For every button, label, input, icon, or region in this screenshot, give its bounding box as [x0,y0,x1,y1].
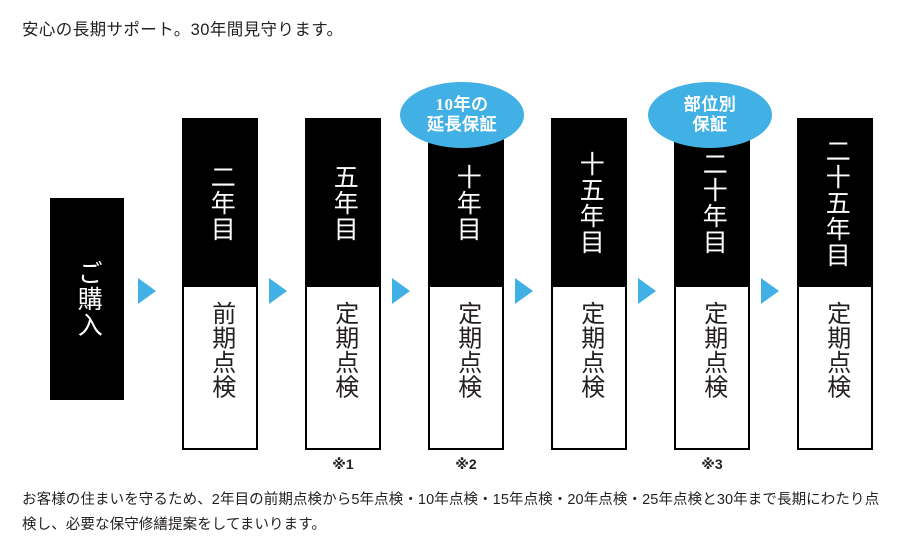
arrow-right-icon-2 [269,278,287,304]
timeline-step-year25-year-label: 二十五年目 [822,137,850,268]
badge-extended-warranty-10y-line1: 10年の [435,95,489,115]
page-title: 安心の長期サポート。30年間見守ります。 [22,21,344,39]
arrow-right-icon-6 [761,278,779,304]
timeline-step-year15-check-cell: 定期点検 [551,287,627,450]
timeline-step-year2-check-cell: 前期点検 [182,287,258,450]
diagram-caption: お客様の住まいを守るため、2年目の前期点検から5年点検・10年点検・15年点検・… [22,492,880,534]
timeline-step-purchase: ご購入 [50,198,124,400]
timeline-step-year5-year-cell: 五年目 [305,118,381,287]
timeline-step-year25: 二十五年目 定期点検 [797,118,873,450]
timeline-step-year25-check-label: 定期点検 [822,301,849,399]
timeline-step-year20-check-cell: 定期点検 [674,287,750,450]
timeline-step-year2: 二年目 前期点検 [182,118,258,450]
badge-part-specific-warranty-line1: 部位別 [683,95,737,115]
timeline-step-year15: 十五年目 定期点検 [551,118,627,450]
timeline-step-year20-year-cell: 二十年目 [674,118,750,287]
timeline-step-year10-check-cell: 定期点検 [428,287,504,450]
timeline-step-year15-check-label: 定期点検 [576,301,603,399]
support-timeline-diagram: ご購入 二年目 前期点検 五年目 定期点検 ※1 10年の 延長保証 十年目 [0,78,902,478]
badge-part-specific-warranty-line2: 保証 [692,115,728,134]
timeline-step-year25-year-cell: 二十五年目 [797,118,873,287]
timeline-step-year5-year-label: 五年目 [330,163,358,242]
arrow-right-icon-1 [138,278,156,304]
timeline-step-year15-year-label: 十五年目 [576,150,604,255]
timeline-step-year5: 五年目 定期点検 [305,118,381,450]
badge-part-specific-warranty: 部位別 保証 [648,82,772,148]
timeline-step-year10-footnote: ※2 [455,456,477,472]
timeline-step-year20-year-label: 二十年目 [699,150,727,255]
timeline-step-year5-footnote: ※1 [332,456,354,472]
timeline-step-year25-check-cell: 定期点検 [797,287,873,450]
timeline-step-year15-year-cell: 十五年目 [551,118,627,287]
arrow-right-icon-5 [638,278,656,304]
timeline-step-year2-check-label: 前期点検 [207,301,234,399]
timeline-step-year20: 二十年目 定期点検 [674,118,750,450]
arrow-right-icon-4 [515,278,533,304]
arrow-right-icon-3 [392,278,410,304]
timeline-step-year5-check-cell: 定期点検 [305,287,381,450]
badge-extended-warranty-10y-line2: 延長保証 [427,115,497,134]
badge-extended-warranty-10y: 10年の 延長保証 [400,82,524,148]
timeline-step-year10-check-label: 定期点検 [453,301,480,399]
timeline-step-year2-year-label: 二年目 [207,163,235,242]
timeline-step-year5-check-label: 定期点検 [330,301,357,399]
timeline-step-year2-year-cell: 二年目 [182,118,258,287]
timeline-step-purchase-label: ご購入 [74,260,102,338]
timeline-step-year10: 十年目 定期点検 [428,118,504,450]
timeline-step-year20-footnote: ※3 [701,456,723,472]
timeline-step-year10-year-label: 十年目 [453,163,481,242]
timeline-step-year20-check-label: 定期点検 [699,301,726,399]
